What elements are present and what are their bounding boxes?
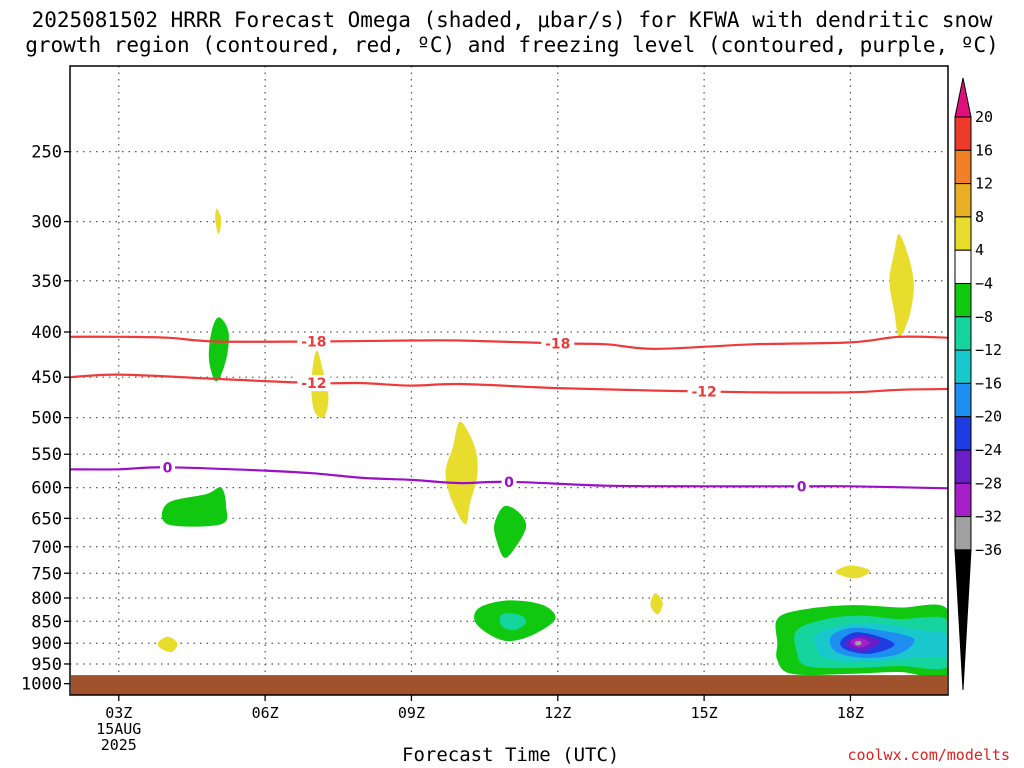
site-credit[interactable]: coolwx.com/modelts: [847, 746, 1010, 764]
y-tick-label-900: 900: [31, 634, 62, 654]
colorbar-segment-10: [954, 416, 972, 451]
omega-region-11: [499, 613, 527, 631]
colorbar-label-6: −8: [975, 308, 993, 326]
colorbar-segment-9: [954, 382, 972, 418]
colorbar-segment-1: [954, 116, 972, 151]
x-tick-label-06Z: 06Z: [252, 704, 279, 722]
omega-region-7: [157, 636, 178, 653]
x-tick-label-18Z: 18Z: [837, 704, 864, 722]
y-tick-label-500: 500: [31, 409, 62, 429]
contour-label-2-0: 0: [163, 460, 173, 476]
plot-frame: [69, 65, 949, 696]
colorbar-arrow-top: [954, 77, 972, 118]
contour-label-bg-2-1: [501, 473, 517, 490]
y-tick-label-750: 750: [31, 564, 62, 584]
colorbar-segment-11: [954, 449, 972, 484]
y-tick-label-650: 650: [31, 509, 62, 529]
colorbar-label-2: 12: [975, 175, 993, 193]
colorbar-segment-6: [954, 283, 972, 318]
colorbar-segment-13: [954, 516, 972, 551]
contour-label-bg-0-0: [297, 333, 331, 350]
colorbar-segment-8: [954, 349, 972, 384]
colorbar-label-5: −4: [975, 275, 993, 293]
y-tick-label-300: 300: [31, 213, 62, 233]
contour-label-0-0: -18: [301, 334, 326, 350]
omega-region-0: [215, 208, 222, 235]
colorbar-arrow-bottom: [954, 549, 972, 691]
colorbar-label-13: −36: [975, 541, 1002, 559]
colorbar-segment-5: [954, 249, 972, 284]
colorbar-label-3: 8: [975, 208, 984, 226]
contour-label-bg-1-0: [297, 375, 331, 392]
y-tick-label-350: 350: [31, 272, 62, 292]
contour-label-bg-2-0: [160, 459, 176, 476]
y-tick-label-600: 600: [31, 479, 62, 499]
x-date-label-year: 2025: [101, 736, 137, 754]
omega-region-8: [650, 593, 663, 615]
colorbar-segment-3: [954, 183, 972, 218]
omega-region-19: [855, 640, 862, 646]
y-tick-label-450: 450: [31, 368, 62, 388]
contour-label-2-2: 0: [797, 479, 807, 495]
x-tick-label-12Z: 12Z: [544, 704, 571, 722]
x-date-label-day: 15AUG: [96, 720, 141, 738]
contour-label-bg-2-2: [794, 478, 810, 495]
contour-label-bg-0-1: [541, 335, 575, 352]
contour-label-0-1: -18: [545, 336, 570, 352]
x-tick-label-03Z: 03Z: [105, 704, 132, 722]
omega-region-1: [889, 234, 914, 337]
contour-label-bg-1-1: [687, 383, 721, 400]
colorbar-label-11: −28: [975, 474, 1002, 492]
y-tick-label-850: 850: [31, 612, 62, 632]
y-tick-label-250: 250: [31, 143, 62, 163]
x-tick-label-15Z: 15Z: [691, 704, 718, 722]
x-axis-title: Forecast Time (UTC): [402, 744, 620, 766]
contour-label-1-1: -12: [691, 384, 716, 400]
contour-label-1-0: -12: [301, 376, 326, 392]
chart-title-line-1: 2025081502 HRRR Forecast Omega (shaded, …: [31, 8, 993, 32]
ground-fill: [71, 675, 947, 695]
contour-line-minus12-1: [70, 373, 948, 394]
contour-line-minus18-0: [70, 335, 948, 351]
colorbar-label-12: −32: [975, 508, 1002, 526]
colorbar-label-4: 4: [975, 241, 984, 259]
omega-region-9: [835, 565, 871, 579]
colorbar-segment-7: [954, 316, 972, 351]
colorbar-label-0: 20: [975, 108, 993, 126]
chart-title-line-2: growth region (contoured, red, ºC) and f…: [25, 33, 999, 57]
y-tick-label-800: 800: [31, 589, 62, 609]
colorbar-label-7: −12: [975, 341, 1002, 359]
omega-region-6: [493, 505, 527, 558]
colorbar-label-9: −20: [975, 408, 1002, 426]
colorbar-label-1: 16: [975, 141, 993, 159]
omega-region-2: [208, 317, 229, 382]
contour-label-2-1: 0: [504, 475, 514, 491]
colorbar-segment-4: [954, 216, 972, 251]
y-tick-label-550: 550: [31, 445, 62, 465]
y-tick-label-950: 950: [31, 655, 62, 675]
colorbar-label-8: −16: [975, 374, 1002, 392]
colorbar-segment-12: [954, 482, 972, 518]
omega-region-5: [161, 487, 228, 527]
y-tick-label-400: 400: [31, 323, 62, 343]
x-tick-label-09Z: 09Z: [398, 704, 425, 722]
y-tick-label-1000: 1000: [21, 675, 62, 695]
colorbar-label-10: −24: [975, 441, 1002, 459]
y-tick-label-700: 700: [31, 538, 62, 558]
colorbar-segment-2: [954, 149, 972, 185]
omega-region-4: [445, 421, 478, 525]
